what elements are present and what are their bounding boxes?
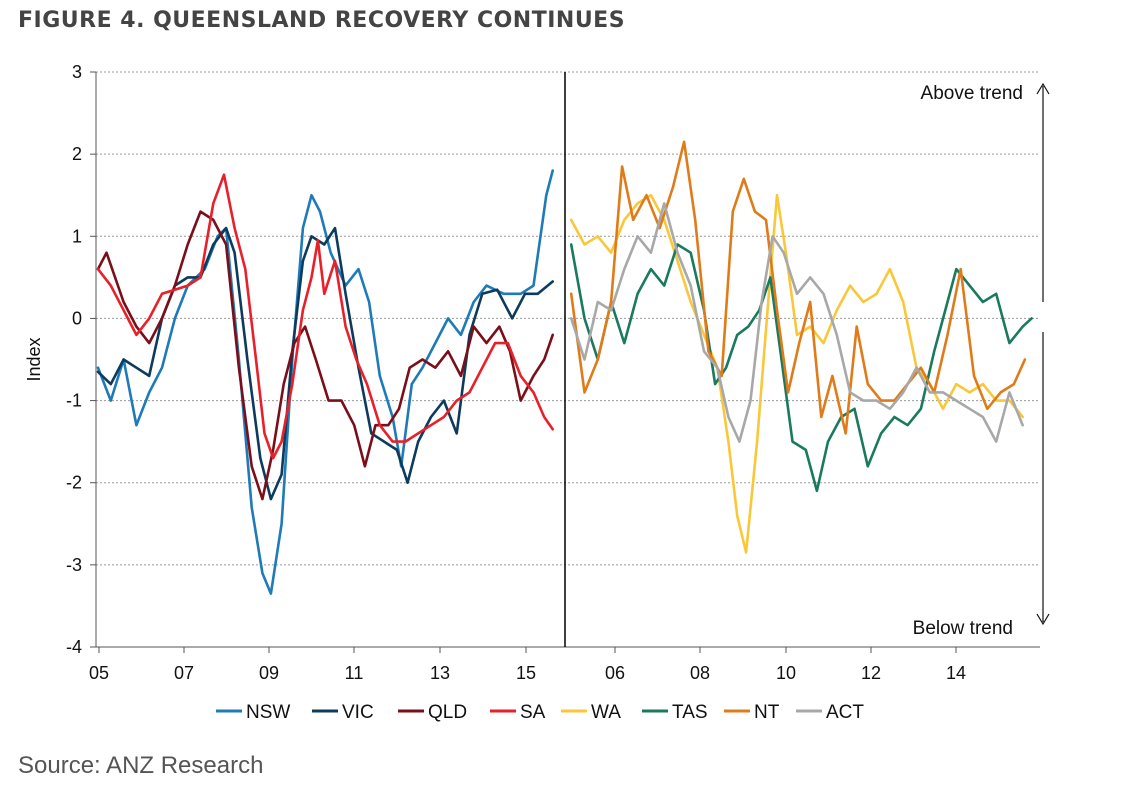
x-tick-label: 11 bbox=[345, 663, 364, 683]
y-tick-label: 3 bbox=[72, 62, 82, 82]
y-tick-label: 1 bbox=[72, 226, 82, 246]
legend-label-tas: TAS bbox=[672, 702, 708, 723]
legend: NSW VIC QLD SA WA TAS NT ACT bbox=[216, 702, 864, 723]
series-line-tas bbox=[569, 243, 1033, 493]
gridlines bbox=[96, 71, 1040, 566]
series-line-wa bbox=[569, 193, 1024, 554]
source-note: Source: ANZ Research bbox=[18, 752, 264, 779]
x-tick-label: 05 bbox=[89, 663, 109, 683]
x-tick-label: 06 bbox=[605, 663, 625, 683]
x-tick-label: 14 bbox=[946, 663, 966, 683]
trend-arrowhead-up bbox=[1036, 82, 1050, 95]
y-tick-label: -4 bbox=[66, 637, 82, 657]
legend-label-nsw: NSW bbox=[246, 702, 290, 723]
figure-title: FIGURE 4. QUEENSLAND RECOVERY CONTINUES bbox=[18, 8, 626, 33]
y-tick-label: 2 bbox=[72, 144, 82, 164]
x-tick-label: 08 bbox=[690, 663, 710, 683]
legend-label-qld: QLD bbox=[428, 702, 467, 723]
y-tick-label: -1 bbox=[66, 391, 82, 411]
legend-label-nt: NT bbox=[754, 702, 780, 723]
series-line-nsw bbox=[96, 169, 554, 595]
series-lines bbox=[96, 140, 1033, 595]
legend-label-vic: VIC bbox=[342, 702, 374, 723]
y-axis-label: Index bbox=[24, 337, 44, 381]
legend-label-sa: SA bbox=[520, 702, 546, 723]
legend-label-act: ACT bbox=[826, 702, 864, 723]
annotation-above-trend: Above trend bbox=[921, 83, 1023, 104]
annotations: Above trend Below trend bbox=[913, 82, 1050, 639]
trend-arrowhead-down bbox=[1036, 613, 1050, 626]
x-tick-label: 13 bbox=[430, 663, 450, 683]
series-line-nt bbox=[569, 140, 1027, 435]
annotation-below-trend: Below trend bbox=[913, 618, 1013, 639]
x-tick-label: 12 bbox=[861, 663, 881, 683]
series-line-act bbox=[569, 202, 1024, 443]
x-tick-label: 09 bbox=[259, 663, 279, 683]
series-line-qld bbox=[96, 210, 554, 501]
x-tick-label: 07 bbox=[174, 663, 194, 683]
y-tick-label: 0 bbox=[72, 308, 82, 328]
y-tick-label: -2 bbox=[66, 473, 82, 493]
y-tick-label: -3 bbox=[66, 555, 82, 575]
x-tick-label: 15 bbox=[516, 663, 536, 683]
x-tick-label: 10 bbox=[776, 663, 796, 683]
legend-label-wa: WA bbox=[591, 702, 621, 723]
axes bbox=[90, 71, 1040, 653]
series-line-sa bbox=[96, 173, 554, 460]
